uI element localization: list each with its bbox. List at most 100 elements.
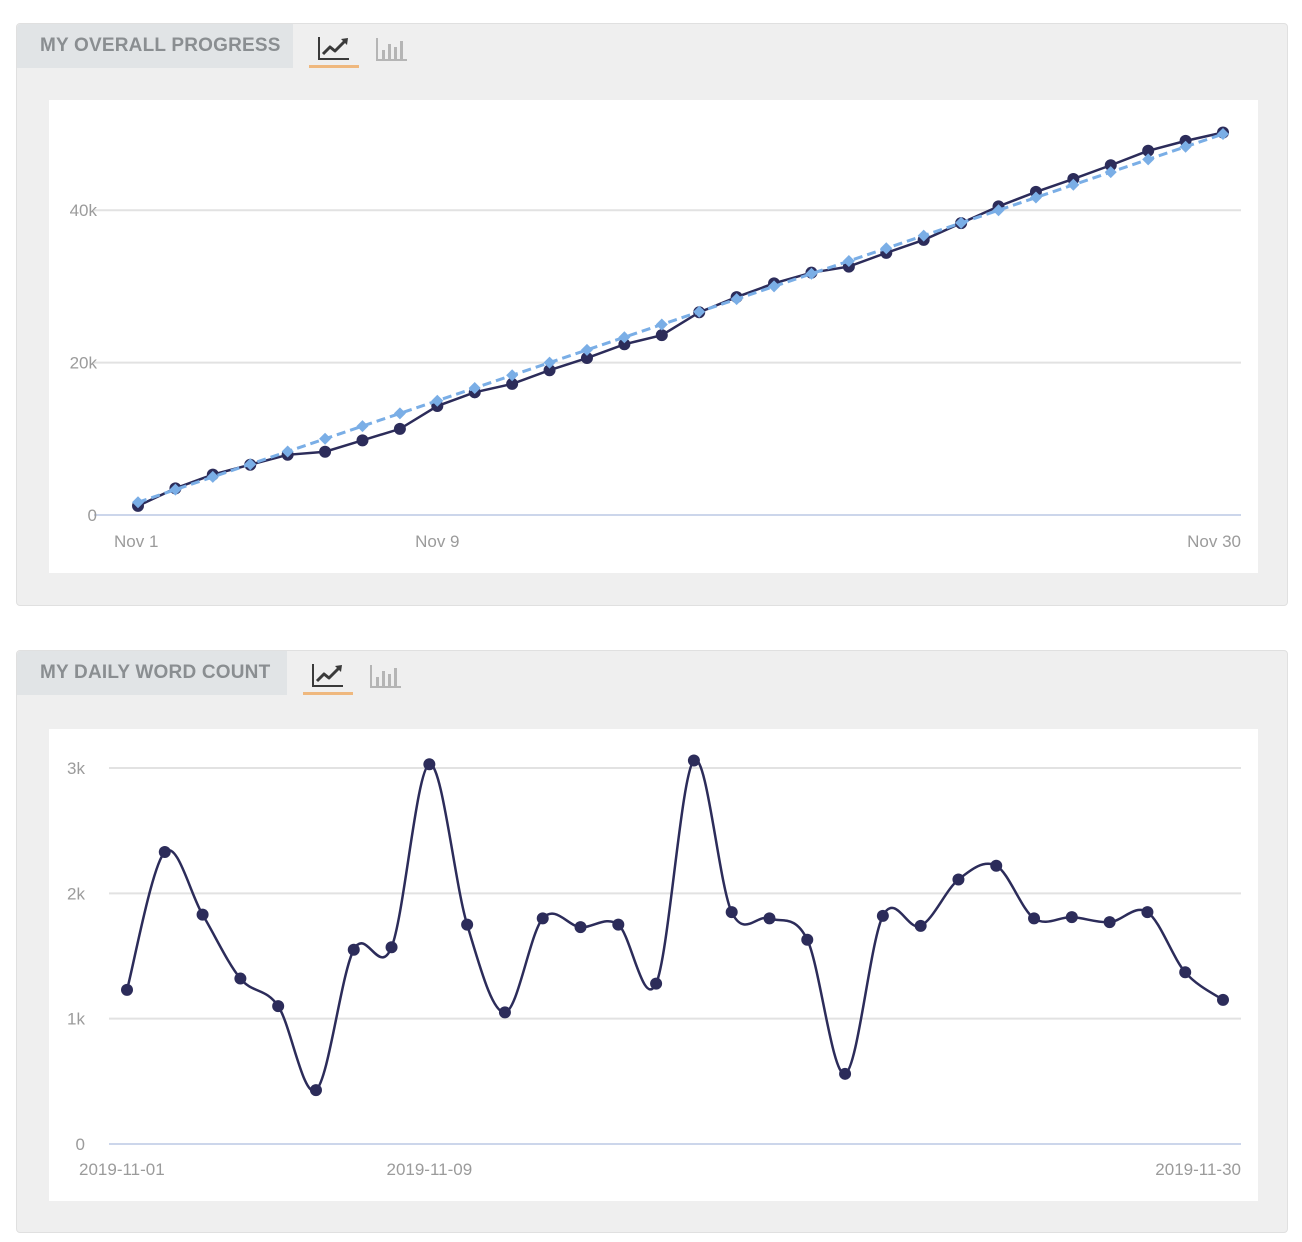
daily-word-count-y-tick-label: 0 (76, 1135, 85, 1154)
daily-word-count-x-tick-label: 2019-11-09 (386, 1160, 472, 1179)
bar-chart-icon (376, 38, 407, 61)
overall-progress-data-point (618, 338, 631, 351)
daily-word-count-title: MY DAILY WORD COUNT (40, 662, 271, 683)
daily-word-count-data-point (839, 1067, 852, 1080)
daily-word-count-x-tick-label: 2019-11-01 (79, 1160, 165, 1179)
daily-word-count-data-point (763, 912, 776, 925)
daily-word-count-data-point (309, 1084, 322, 1097)
daily-word-count-y-tick-label: 2k (67, 884, 85, 903)
daily-word-count-data-point (498, 1006, 511, 1019)
line-chart-icon (312, 663, 343, 687)
overall-progress-target-point (468, 381, 481, 394)
overall-progress-target-point (1142, 153, 1155, 166)
overall-progress-target-point (206, 470, 219, 483)
overall-progress-target-point (880, 242, 893, 255)
daily-word-count-data-point (347, 943, 360, 956)
daily-word-count-chart-area: 0 1k 2k 3k 2019-11-01 2019-11-09 2019-11-30 (49, 729, 1258, 1201)
daily-word-count-panel: MY DAILY WORD COUNT 0 1k 2k 3k 2019-11-01 201… (16, 650, 1288, 1233)
overall-progress-target-point (1029, 191, 1042, 204)
daily-word-count-data-point (536, 912, 549, 925)
overall-progress-target-point (618, 331, 631, 344)
overall-progress-bar-tab[interactable] (367, 30, 417, 68)
overall-progress-title: MY OVERALL PROGRESS (40, 35, 281, 56)
daily-word-count-data-point (385, 941, 398, 954)
overall-progress-data-point (506, 377, 519, 390)
overall-progress-panel: MY OVERALL PROGRESS 0 20k 40k Nov 1 Nov 9 Nov… (16, 23, 1288, 606)
overall-progress-target-point (992, 204, 1005, 217)
daily-word-count-data-point (1103, 916, 1116, 929)
daily-word-count-x-tick-label: 2019-11-30 (1155, 1160, 1241, 1179)
overall-progress-target-point (356, 420, 369, 433)
overall-progress-target-point (1217, 128, 1229, 140)
overall-progress-data-point (655, 329, 668, 342)
overall-progress-data-point (580, 352, 593, 365)
overall-progress-chart-area: 0 20k 40k Nov 1 Nov 9 Nov 30 (49, 100, 1258, 573)
overall-progress-target-point (319, 432, 332, 445)
daily-word-count-data-point (1217, 993, 1229, 1006)
daily-word-count-bar-tab[interactable] (361, 657, 411, 695)
daily-word-count-data-point (1065, 911, 1078, 924)
overall-progress-target-point (132, 496, 144, 509)
overall-progress-target-point (842, 255, 855, 268)
overall-progress-x-tick-label: Nov 30 (1187, 532, 1241, 551)
daily-word-count-y-tick-label: 1k (67, 1010, 85, 1029)
daily-word-count-data-point (612, 918, 625, 931)
overall-progress-target-point (730, 293, 743, 306)
daily-word-count-data-point (196, 908, 209, 921)
overall-progress-data-point (543, 364, 556, 377)
daily-word-count-data-point (461, 918, 474, 931)
overall-progress-target-point (805, 267, 818, 280)
daily-word-count-header: MY DAILY WORD COUNT (17, 651, 287, 695)
daily-word-count-data-point (423, 758, 436, 771)
daily-word-count-y-tick-label: 3k (67, 759, 85, 778)
overall-progress-target-point (768, 280, 781, 293)
overall-progress-target-point (431, 394, 444, 407)
daily-word-count-data-point (914, 919, 927, 932)
daily-word-count-data-point (1179, 966, 1192, 979)
overall-progress-target-point (244, 458, 257, 471)
daily-word-count-chart-type-tabs (303, 657, 411, 695)
overall-progress-target-point (543, 356, 556, 369)
overall-progress-target-point (506, 369, 519, 382)
overall-progress-line-tab[interactable] (309, 30, 359, 68)
daily-word-count-data-point (1141, 906, 1154, 919)
daily-word-count-data-point (687, 754, 700, 767)
daily-word-count-data-point (952, 873, 965, 886)
overall-progress-y-tick-label: 0 (88, 506, 97, 525)
overall-progress-y-tick-label: 40k (70, 201, 98, 220)
overall-progress-chart: 0 20k 40k Nov 1 Nov 9 Nov 30 (70, 126, 1241, 551)
overall-progress-y-tick-label: 20k (70, 354, 98, 373)
daily-word-count-data-point (234, 972, 247, 985)
overall-progress-data-point (1104, 159, 1117, 172)
daily-word-count-data-point (158, 845, 171, 858)
overall-progress-x-tick-label: Nov 9 (415, 532, 459, 551)
overall-progress-target-point (1067, 178, 1080, 191)
overall-progress-data-point (319, 445, 332, 458)
daily-word-count-data-point (1028, 912, 1041, 925)
overall-progress-target-point (281, 445, 294, 458)
daily-word-count-data-point (272, 1000, 285, 1013)
daily-word-count-data-point (990, 859, 1003, 872)
daily-word-count-data-point (725, 906, 738, 919)
overall-progress-target-point (169, 483, 182, 496)
daily-word-count-series-line (125, 758, 1224, 1092)
overall-progress-target-point (655, 318, 668, 331)
daily-word-count-data-point (801, 933, 814, 946)
overall-progress-x-tick-label: Nov 1 (114, 532, 158, 551)
daily-word-count-data-point (574, 921, 587, 934)
overall-progress-target-point (1179, 140, 1192, 153)
overall-progress-target-point (955, 216, 968, 229)
overall-progress-chart-type-tabs (309, 30, 417, 68)
line-chart-icon (318, 36, 349, 60)
overall-progress-header: MY OVERALL PROGRESS (17, 24, 293, 68)
overall-progress-target-point (580, 343, 593, 356)
overall-progress-target-point (693, 305, 706, 318)
overall-progress-data-point (393, 422, 406, 435)
overall-progress-data-point (356, 434, 369, 447)
bar-chart-icon (370, 665, 401, 688)
overall-progress-target-point (393, 407, 406, 420)
daily-word-count-data-point (650, 977, 663, 990)
daily-word-count-line-tab[interactable] (303, 657, 353, 695)
overall-progress-data-point (1142, 144, 1155, 157)
overall-progress-series-line (137, 131, 1224, 507)
